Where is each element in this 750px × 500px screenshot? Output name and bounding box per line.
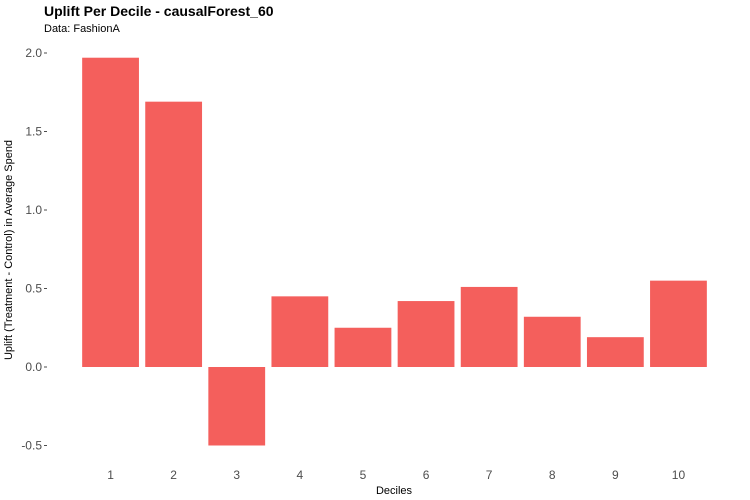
y-tick-label: 0.0	[25, 360, 42, 374]
y-tick-label: 0.5	[25, 282, 42, 296]
x-axis: 1 2 3 4 5 6 7 8 9 10	[107, 468, 685, 482]
bar-decile-5	[334, 327, 392, 367]
bar-decile-9	[586, 337, 644, 367]
chart-subtitle: Data: FashionA	[44, 23, 120, 35]
y-axis-label: Uplift (Treatment - Control) in Average …	[3, 140, 15, 360]
bar-decile-3	[208, 367, 266, 446]
bar-decile-7	[460, 286, 518, 367]
x-tick-label: 1	[107, 468, 114, 482]
bar-decile-1	[82, 57, 139, 368]
x-axis-label: Deciles	[376, 485, 413, 497]
x-tick-label: 4	[297, 468, 304, 482]
y-axis: -0.5 0.0 0.5 1.0 1.5 2.0	[21, 46, 47, 453]
y-tick-label: 1.0	[25, 203, 42, 217]
plot-area: -0.5 0.0 0.5 1.0 1.5 2.0 1 2 3 4 5 6 7 8 9 10	[21, 46, 707, 482]
x-tick-label: 2	[170, 468, 177, 482]
x-tick-label: 8	[549, 468, 556, 482]
x-tick-label: 5	[360, 468, 367, 482]
bar-decile-6	[397, 301, 455, 367]
chart-title: Uplift Per Decile - causalForest_60	[44, 3, 274, 19]
x-tick-label: 7	[486, 468, 493, 482]
x-tick-label: 10	[672, 468, 686, 482]
x-tick-label: 9	[612, 468, 619, 482]
bar-decile-4	[271, 296, 329, 367]
x-tick-label: 3	[233, 468, 240, 482]
bar-decile-10	[650, 280, 707, 367]
x-tick-label: 6	[423, 468, 430, 482]
bar-decile-2	[145, 101, 203, 368]
bars	[82, 57, 707, 446]
y-tick-label: 1.5	[25, 125, 42, 139]
bar-decile-8	[523, 316, 581, 367]
y-tick-label: -0.5	[21, 439, 42, 453]
y-tick-label: 2.0	[25, 46, 42, 60]
